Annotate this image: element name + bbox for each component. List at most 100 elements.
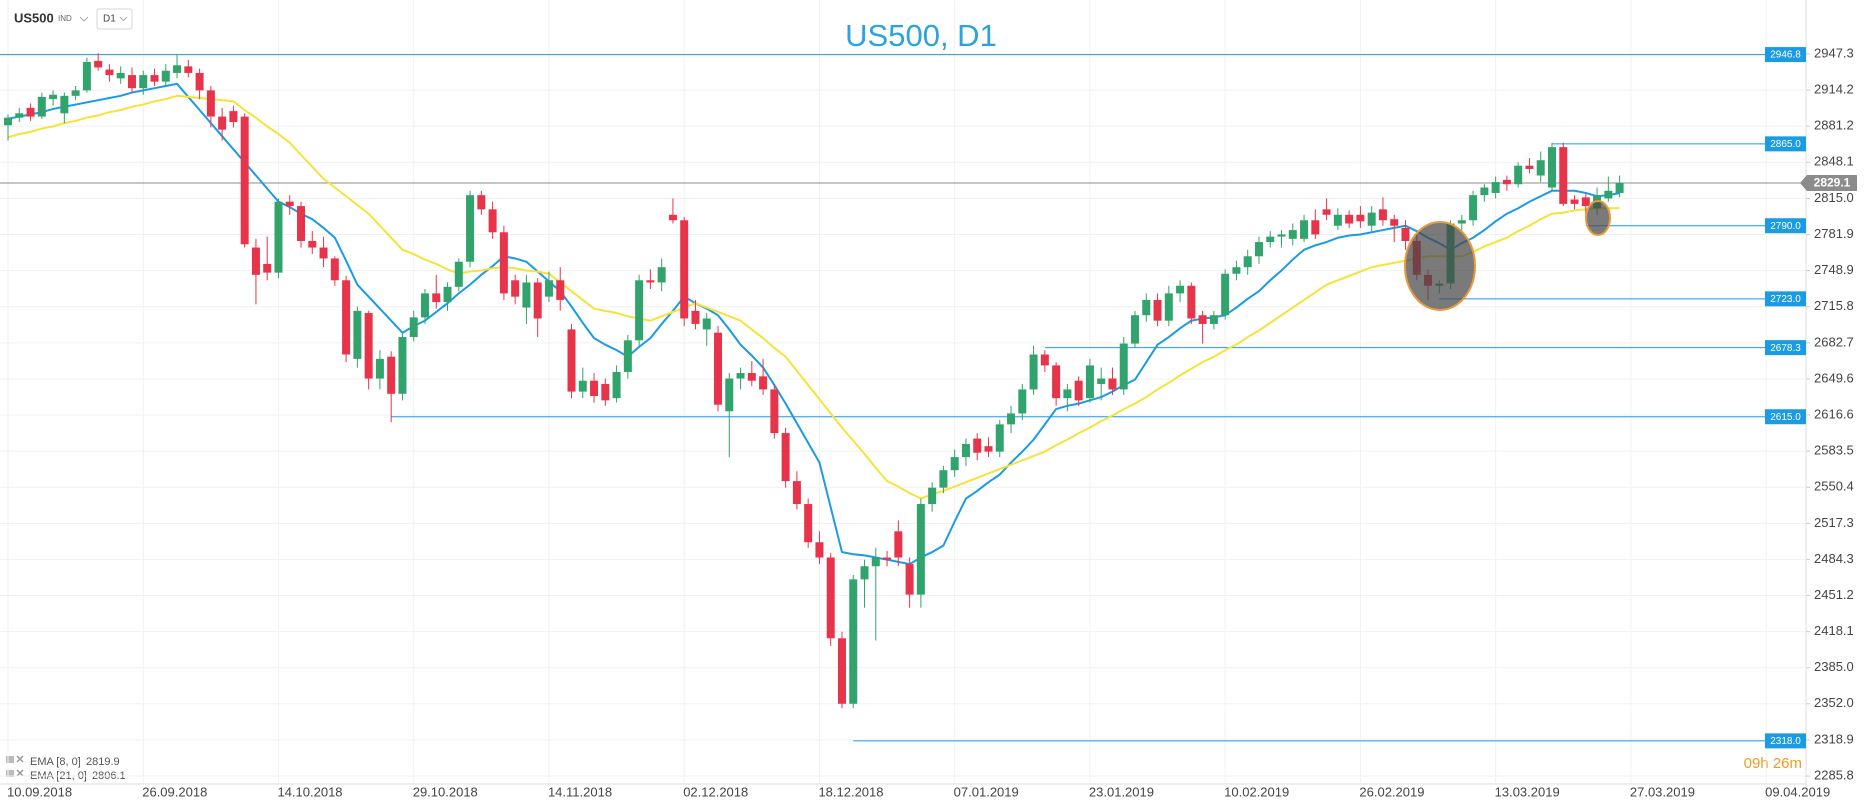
candle-body <box>1131 315 1139 344</box>
y-tick-label: 2715.8 <box>1814 298 1854 313</box>
candle-body <box>499 232 508 294</box>
candle-body <box>1469 195 1478 221</box>
candle-body <box>1108 378 1117 390</box>
x-tick-label: 26.02.2019 <box>1359 784 1424 799</box>
level-tag <box>1765 340 1806 356</box>
level-tag <box>1765 291 1806 307</box>
candle-body <box>714 332 723 405</box>
candle-body <box>826 557 835 639</box>
candle-body <box>1063 389 1072 399</box>
y-tick-label: 2748.9 <box>1814 262 1854 277</box>
candle-body <box>1615 183 1624 193</box>
candle-body <box>353 310 362 359</box>
highlight-ellipse <box>1404 221 1476 311</box>
level-label: 2723.0 <box>1770 294 1801 305</box>
y-tick-label: 2583.5 <box>1814 443 1854 458</box>
timeframe-select[interactable] <box>96 8 133 30</box>
candle-body <box>1288 230 1297 239</box>
y-tick-label: 2451.2 <box>1814 587 1854 602</box>
candle-body <box>1029 354 1038 390</box>
candle-body <box>488 209 497 233</box>
candle-body <box>443 286 452 303</box>
candle-body <box>1401 227 1410 241</box>
candle-body <box>916 504 925 595</box>
level-label: 2318.0 <box>1770 736 1801 747</box>
candle-body <box>1502 179 1511 185</box>
candle-body <box>612 371 621 399</box>
market: IND <box>58 14 72 23</box>
legend-close[interactable] <box>16 769 24 777</box>
candle-body <box>229 111 238 123</box>
candle-body <box>1176 285 1185 294</box>
x-tick-label: 27.03.2019 <box>1630 784 1695 799</box>
candle-body <box>556 280 565 300</box>
candle-body <box>770 389 779 434</box>
x-tick-label: 10.02.2019 <box>1224 784 1289 799</box>
y-tick-label: 2385.0 <box>1814 659 1854 674</box>
y-tick-label: 2682.7 <box>1814 334 1854 349</box>
candle-body <box>691 310 700 324</box>
candle-body <box>240 116 249 245</box>
candle-body <box>150 75 159 82</box>
candle-body <box>251 247 260 275</box>
y-tick-label: 2352.0 <box>1814 695 1854 710</box>
candle-body <box>1018 389 1027 414</box>
candle-body <box>206 90 215 117</box>
candle-body <box>1457 220 1466 224</box>
candle-body <box>49 94 58 100</box>
level-label: 2678.3 <box>1770 343 1801 354</box>
y-tick-label: 2285.8 <box>1814 767 1854 782</box>
candle-body <box>657 267 666 283</box>
grid <box>0 0 1806 784</box>
candle-body <box>725 378 734 412</box>
candle-body <box>409 317 418 338</box>
dropdown-arrow <box>119 16 128 22</box>
candle-body <box>342 280 351 355</box>
chart-title: US500, D1 <box>845 18 997 53</box>
ema-line <box>7 94 1620 500</box>
x-tick-label: 14.11.2018 <box>548 784 612 799</box>
candle-body <box>973 438 982 453</box>
candles <box>4 53 1624 709</box>
candle-body <box>105 69 114 76</box>
candle-body <box>1570 199 1579 204</box>
x-tick-label: 07.01.2019 <box>954 784 1019 799</box>
candle-body <box>522 282 531 308</box>
candle-body <box>1153 299 1162 321</box>
y-tick-label: 2881.2 <box>1814 118 1854 133</box>
x-tick-label: 23.01.2019 <box>1089 784 1154 799</box>
dropdown-arrow <box>79 16 89 22</box>
candle-body <box>364 313 373 379</box>
candle-body <box>274 201 283 273</box>
candle-body <box>1198 315 1207 324</box>
y-tick-label: 2914.2 <box>1814 82 1854 97</box>
candle-body <box>781 433 790 482</box>
candle-body <box>668 214 677 221</box>
candle-body <box>578 380 587 392</box>
candle-body <box>173 65 182 73</box>
candle-body <box>26 107 35 117</box>
legend-close[interactable] <box>16 755 24 763</box>
x-tick-label: 29.10.2018 <box>413 784 478 799</box>
candle-body <box>387 356 396 394</box>
candle-body <box>1547 147 1556 188</box>
candle-body <box>1209 315 1218 324</box>
candle-body <box>1119 343 1128 390</box>
candle-body <box>894 531 903 558</box>
candle-body <box>116 72 125 79</box>
candle-body <box>950 457 959 471</box>
candle-body <box>60 95 69 114</box>
candle-body <box>567 329 576 392</box>
candle-body <box>94 60 103 68</box>
candle-body <box>477 195 486 210</box>
candle-body <box>1266 236 1275 243</box>
candle-body <box>161 70 170 82</box>
candle-body <box>883 557 892 560</box>
candle-body <box>1142 299 1151 316</box>
y-tick-label: 2815.0 <box>1814 190 1854 205</box>
candle-body <box>1085 365 1094 399</box>
candle-body <box>792 481 801 505</box>
candle-body <box>398 337 407 394</box>
x-tick-label: 18.12.2018 <box>818 784 883 799</box>
